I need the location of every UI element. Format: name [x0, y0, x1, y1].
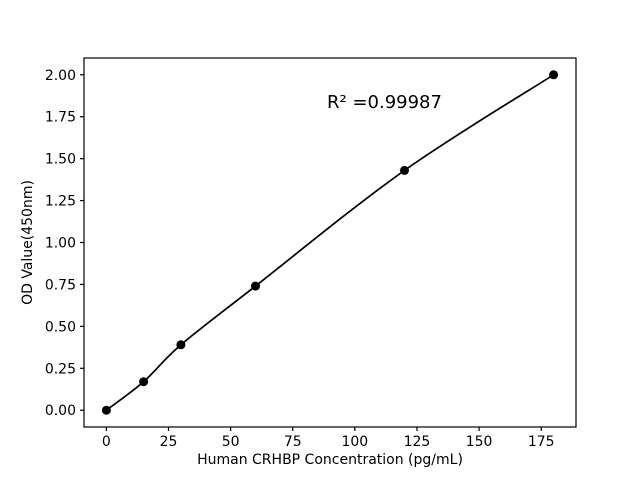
data-point-marker	[101, 405, 111, 415]
y-tick-label: 1.25	[45, 194, 76, 210]
y-axis-label: OD Value(450nm)	[20, 180, 36, 305]
data-point-marker	[400, 165, 409, 175]
axes-border	[83, 57, 577, 428]
data-point-marker	[251, 281, 260, 291]
x-tick-label: 125	[404, 434, 431, 450]
y-tick-label: 1.75	[45, 110, 76, 126]
x-tick-label: 25	[160, 434, 178, 450]
y-tick-label: 0.00	[45, 403, 76, 419]
y-tick-label: 1.00	[45, 236, 76, 252]
data-point-marker	[549, 70, 559, 80]
x-tick-label: 0	[102, 434, 111, 450]
y-tick-label: 0.50	[45, 319, 76, 335]
y-tick-label: 0.25	[45, 361, 76, 377]
x-tick-label: 75	[284, 434, 302, 450]
axis-ticks: 0 25 50 75 100 125 150 175 0.00 0.25 0.50 0.75 1.00 1…	[45, 68, 555, 450]
x-tick-label: 150	[466, 434, 493, 450]
data-point-marker	[176, 340, 186, 350]
y-tick-label: 1.50	[45, 152, 76, 168]
data-points	[101, 70, 559, 415]
fit-curve	[105, 74, 555, 411]
x-axis-label: Human CRHBP Concentration (pg/mL)	[197, 452, 463, 468]
x-tick-label: 100	[341, 434, 368, 450]
x-tick-label: 175	[528, 434, 555, 450]
y-tick-label: 0.75	[45, 277, 76, 293]
x-tick-label: 50	[222, 434, 240, 450]
y-tick-label: 2.00	[45, 68, 76, 84]
r-squared-annotation: R² =0.99987	[327, 92, 442, 113]
data-point-marker	[139, 377, 149, 387]
